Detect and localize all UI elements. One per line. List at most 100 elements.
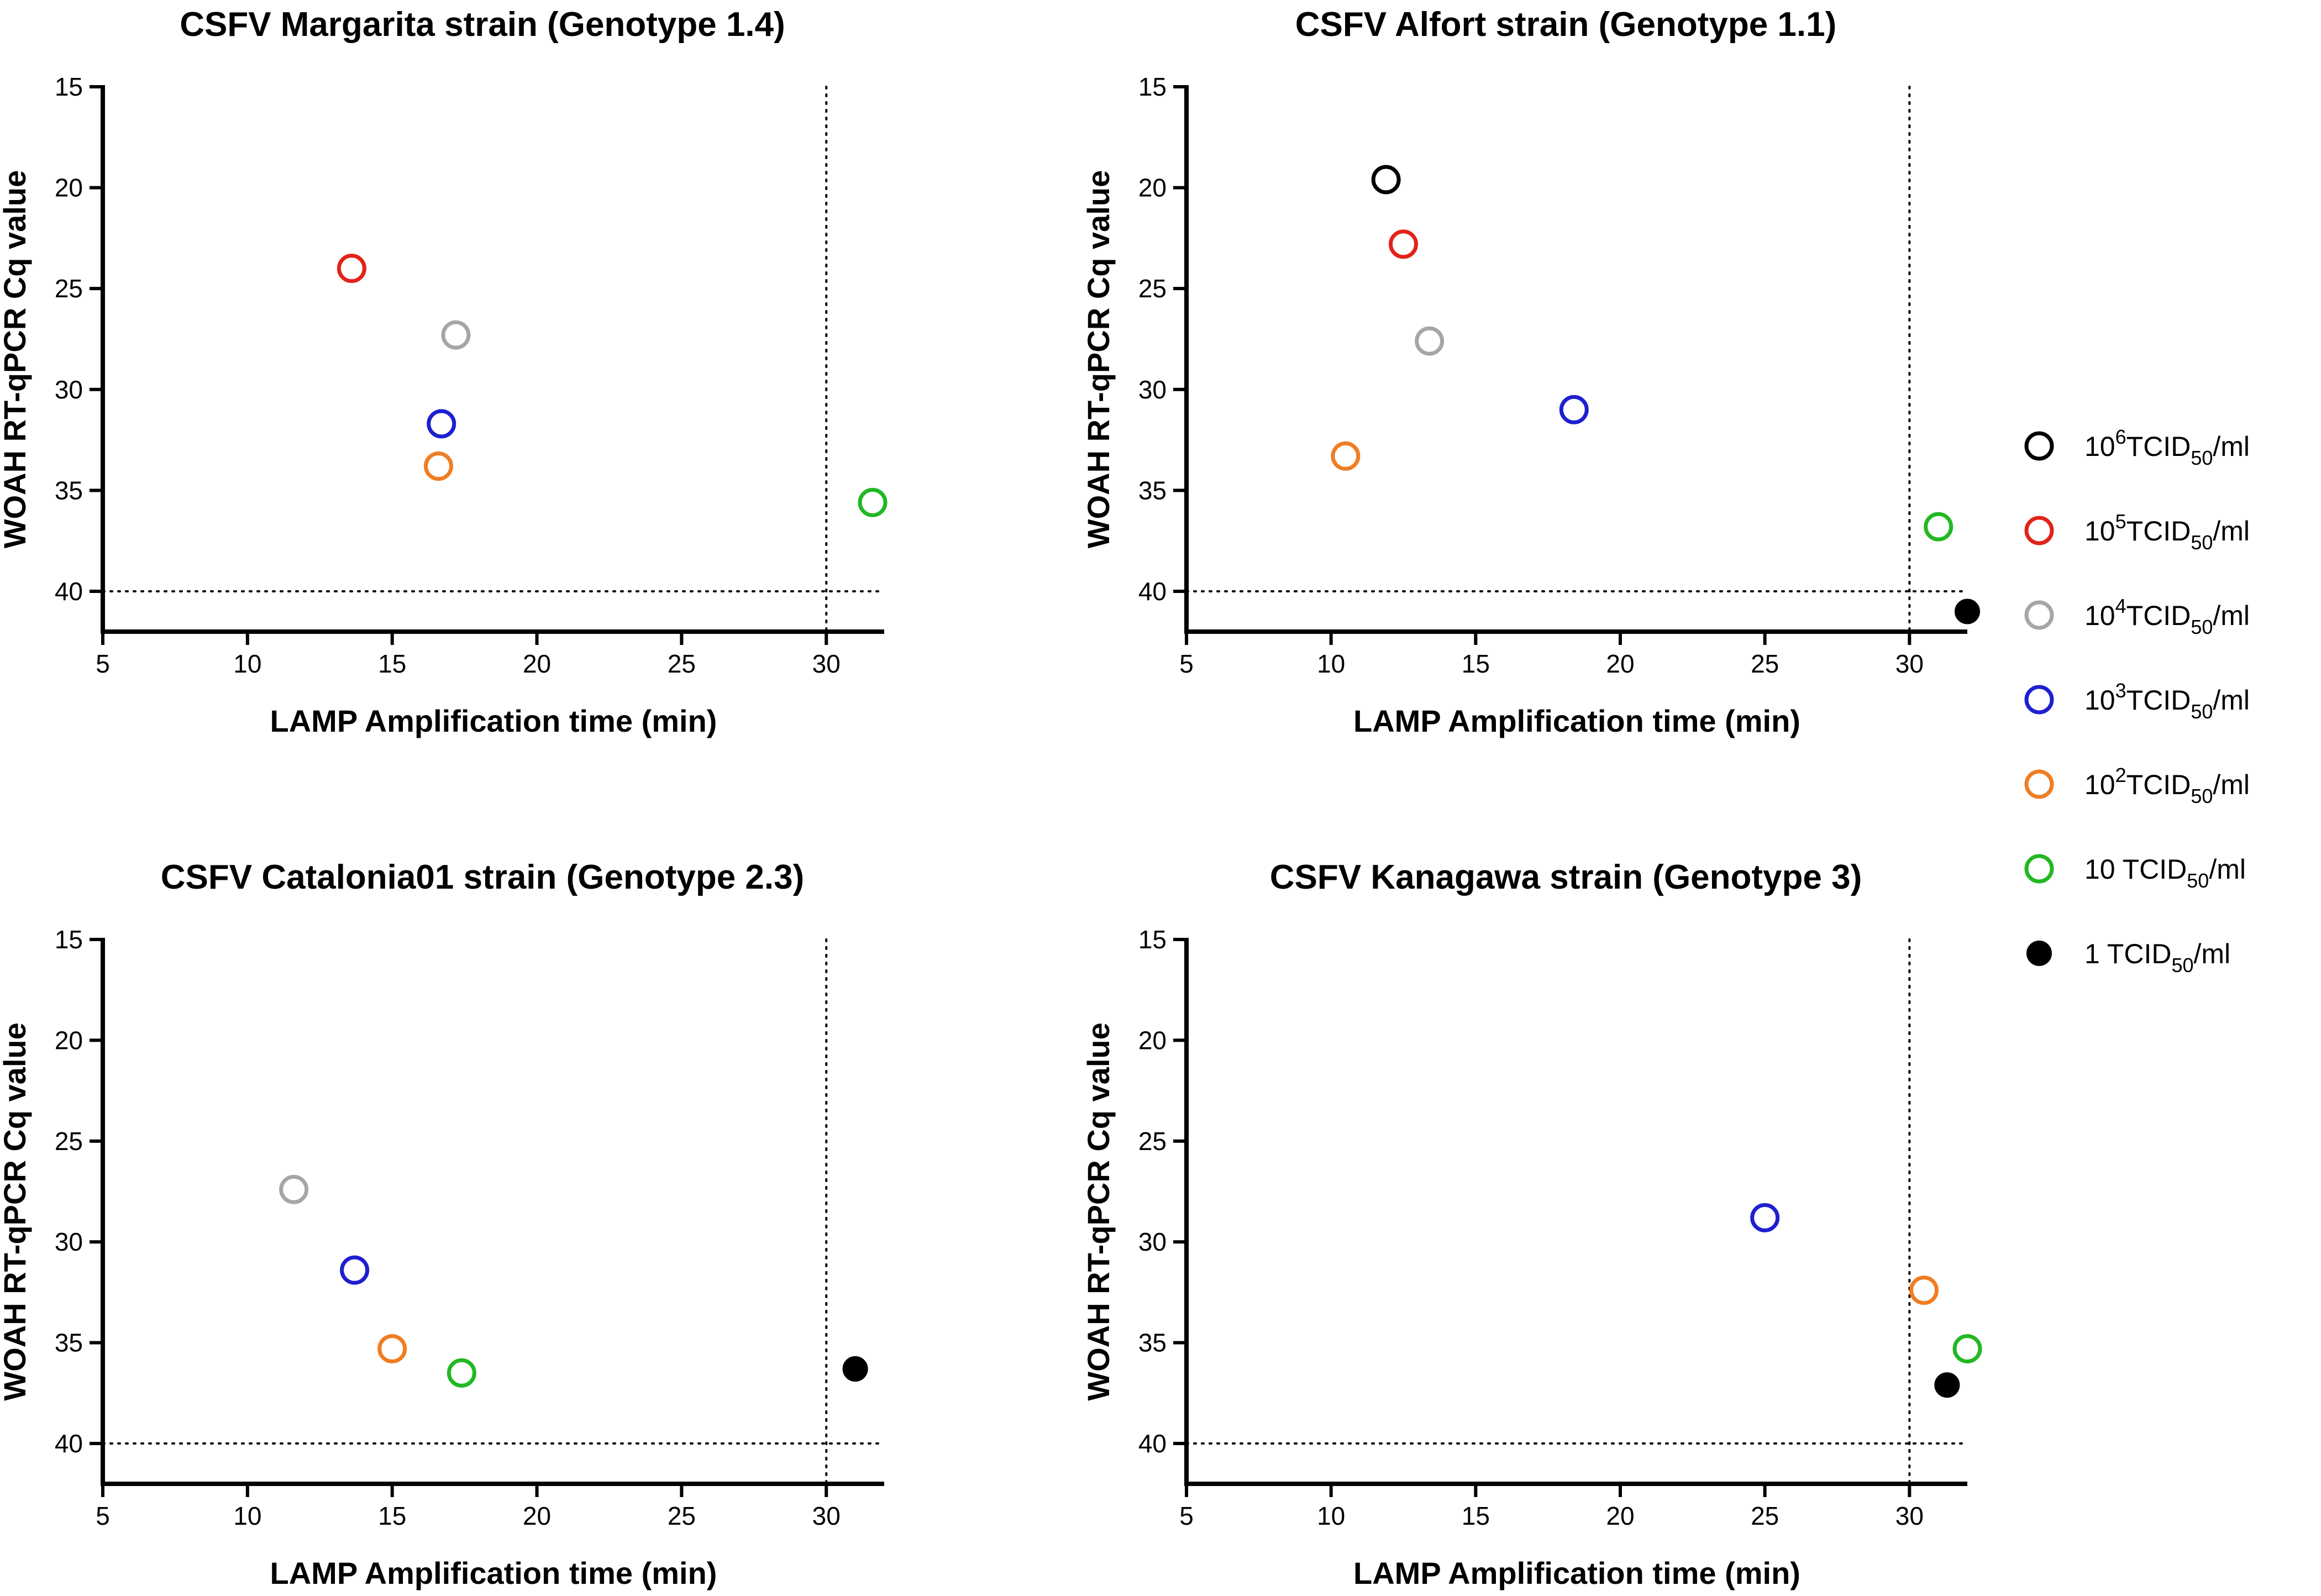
- y-tick-label: 40: [55, 1429, 83, 1458]
- y-tick-label: 35: [55, 1329, 83, 1357]
- y-tick-label: 30: [1138, 375, 1167, 404]
- y-tick-label: 30: [55, 375, 83, 404]
- y-tick-label: 20: [1138, 174, 1167, 202]
- legend-label-unit: TCID: [2126, 685, 2191, 716]
- x-tick-label: 15: [378, 1502, 406, 1530]
- legend-item-1e4: 104TCID50/ml: [2024, 595, 2250, 638]
- legend-label-subscript: 50: [2191, 700, 2213, 723]
- data-point-1: [1934, 1372, 1960, 1398]
- x-tick-label: 10: [1317, 1502, 1345, 1530]
- legend-marker-1e2: [2024, 769, 2054, 799]
- legend-label-unit: TCID: [2107, 938, 2172, 969]
- x-tick-label: 25: [1751, 1502, 1779, 1530]
- y-tick-label: 40: [55, 577, 83, 606]
- x-tick-label: 5: [96, 1502, 110, 1530]
- legend-label-unit: TCID: [2123, 854, 2187, 885]
- legend-label: 106TCID50/ml: [2084, 426, 2250, 469]
- y-tick-label: 20: [55, 174, 83, 202]
- legend-item-1e5: 105TCID50/ml: [2024, 510, 2250, 554]
- x-tick-label: 30: [812, 1502, 841, 1530]
- x-tick-label: 20: [523, 649, 551, 678]
- legend-label-exponent: 5: [2115, 510, 2126, 533]
- x-axis-title: LAMP Amplification time (min): [1353, 1556, 1800, 1590]
- chart-panel-4: CSFV Kanagawa strain (Genotype 3) 5 10 15 20…: [1081, 858, 1982, 1590]
- data-point-1e6: [1371, 165, 1401, 195]
- y-axis-title: WOAH RT-qPCR Cq value: [0, 170, 32, 548]
- data-point-1: [1955, 599, 1980, 624]
- x-tick-label: 30: [1895, 649, 1924, 678]
- y-tick-label: 30: [1138, 1227, 1167, 1256]
- legend-label-subscript: 50: [2171, 954, 2193, 977]
- y-tick-label: 15: [55, 925, 83, 954]
- y-tick-label: 20: [55, 1026, 83, 1054]
- y-tick-label: 20: [1138, 1026, 1167, 1054]
- x-tick-label: 15: [378, 649, 406, 678]
- legend-label-unit: TCID: [2126, 600, 2191, 631]
- legend-label-subscript: 50: [2191, 616, 2213, 638]
- legend-label-unit: TCID: [2126, 516, 2191, 547]
- legend-label-exponent: 6: [2115, 426, 2126, 448]
- legend-label: 1 TCID50/ml: [2084, 938, 2230, 977]
- x-axis-title: LAMP Amplification time (min): [270, 1556, 717, 1590]
- data-point-1e4: [279, 1174, 309, 1204]
- y-tick-label: 30: [55, 1227, 83, 1256]
- legend-item-10: 10 TCID50/ml: [2024, 854, 2246, 892]
- chart-title: CSFV Catalonia01 strain (Genotype 2.3): [161, 858, 805, 896]
- legend-label-exponent: 4: [2115, 595, 2126, 617]
- legend-marker-1e5: [2024, 516, 2054, 545]
- data-point-10: [447, 1358, 476, 1388]
- y-tick-label: 40: [1138, 1429, 1167, 1458]
- x-tick-label: 10: [1317, 649, 1345, 678]
- chart-panel-2: CSFV Alfort strain (Genotype 1.1) 5 10 15 20…: [1081, 6, 1980, 738]
- chart-panel-1: CSFV Margarita strain (Genotype 1.4) 5 10 1…: [0, 6, 888, 738]
- x-tick-label: 5: [96, 649, 110, 678]
- x-tick-label: 25: [1751, 649, 1779, 678]
- legend-label-suffix: /ml: [2194, 938, 2231, 969]
- y-tick-label: 15: [55, 72, 83, 101]
- legend-label-base: 10: [2084, 854, 2123, 885]
- legend-label-base: 10: [2084, 600, 2115, 631]
- legend-label-base: 10: [2084, 685, 2115, 716]
- legend-label-subscript: 50: [2187, 869, 2209, 892]
- y-tick-label: 25: [1138, 1127, 1167, 1156]
- legend-label-exponent: 3: [2115, 679, 2126, 702]
- data-point-1e3: [427, 409, 456, 439]
- legend-item-1e6: 106TCID50/ml: [2024, 426, 2250, 469]
- y-tick-label: 35: [55, 476, 83, 505]
- chart-title: CSFV Margarita strain (Genotype 1.4): [180, 6, 785, 44]
- x-tick-label: 30: [812, 649, 841, 678]
- legend-item-1e2: 102TCID50/ml: [2024, 764, 2250, 807]
- chart-panel-3: CSFV Catalonia01 strain (Genotype 2.3) 5 1…: [0, 858, 885, 1590]
- legend-label-base: 1: [2084, 938, 2107, 969]
- legend-label-base: 10: [2084, 769, 2115, 800]
- data-point-1e3: [1750, 1203, 1780, 1232]
- x-tick-label: 15: [1462, 649, 1490, 678]
- data-point-1e5: [337, 254, 366, 284]
- y-axis-title: WOAH RT-qPCR Cq value: [1081, 170, 1116, 548]
- legend-marker-1: [2026, 941, 2052, 966]
- x-tick-label: 10: [233, 1502, 261, 1530]
- x-tick-label: 20: [1606, 649, 1634, 678]
- legend-label-exponent: 2: [2115, 764, 2126, 786]
- legend-label: 102TCID50/ml: [2084, 764, 2250, 807]
- chart-title: CSFV Alfort strain (Genotype 1.1): [1295, 6, 1837, 44]
- data-point-10: [1924, 512, 1954, 542]
- y-tick-label: 40: [1138, 577, 1167, 606]
- legend-label-suffix: /ml: [2213, 600, 2250, 631]
- y-tick-label: 25: [55, 274, 83, 303]
- legend-label-suffix: /ml: [2213, 769, 2250, 800]
- y-axis-title: WOAH RT-qPCR Cq value: [0, 1022, 32, 1400]
- y-tick-label: 15: [1138, 925, 1167, 954]
- legend-label-subscript: 50: [2191, 785, 2213, 807]
- data-point-1e2: [1909, 1275, 1939, 1305]
- x-tick-label: 20: [523, 1502, 551, 1530]
- y-tick-label: 15: [1138, 72, 1167, 101]
- x-tick-label: 20: [1606, 1502, 1634, 1530]
- legend-label-subscript: 50: [2191, 531, 2213, 554]
- data-point-1: [842, 1356, 868, 1382]
- legend-label: 105TCID50/ml: [2084, 510, 2250, 554]
- x-tick-label: 5: [1179, 649, 1194, 678]
- x-axis-title: LAMP Amplification time (min): [1353, 704, 1800, 738]
- x-tick-label: 15: [1462, 1502, 1490, 1530]
